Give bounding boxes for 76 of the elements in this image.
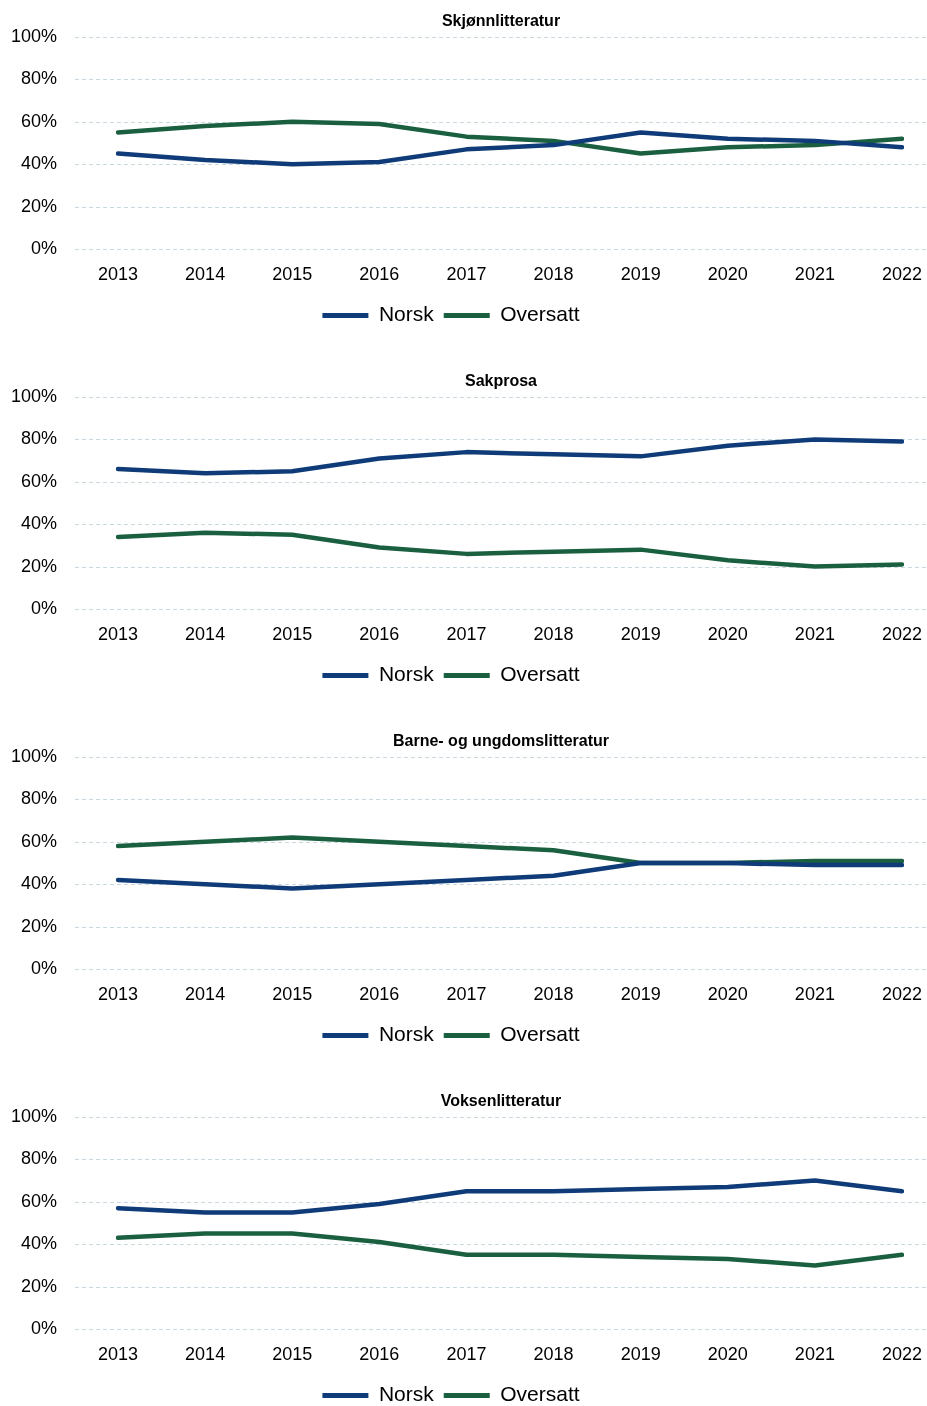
x-tick-label: 2022 bbox=[881, 623, 923, 644]
y-tick-label: 40% bbox=[20, 153, 57, 174]
x-tick-label: 2016 bbox=[359, 983, 400, 1004]
y-tick-label: 80% bbox=[20, 1148, 57, 1169]
y-tick-label: 60% bbox=[20, 1190, 57, 1211]
x-tick-label: 2015 bbox=[272, 1343, 313, 1364]
x-tick-label: 2020 bbox=[707, 983, 748, 1004]
x-tick-label: 2018 bbox=[533, 1343, 574, 1364]
x-tick-label: 2013 bbox=[97, 623, 139, 644]
x-tick-label: 2021 bbox=[794, 623, 835, 644]
y-tick-label: 100% bbox=[10, 745, 57, 766]
y-tick-label: 80% bbox=[20, 788, 57, 809]
x-tick-label: 2016 bbox=[359, 623, 400, 644]
x-tick-label: 2014 bbox=[185, 623, 226, 644]
x-tick-label: 2013 bbox=[97, 983, 139, 1004]
legend-label: Oversatt bbox=[500, 302, 580, 326]
legend-label: Norsk bbox=[378, 662, 435, 686]
x-tick-label: 2015 bbox=[272, 983, 313, 1004]
y-tick-label: 80% bbox=[20, 68, 57, 89]
x-tick-label: 2017 bbox=[446, 623, 487, 644]
x-tick-label: 2019 bbox=[620, 1343, 661, 1364]
x-tick-label: 2014 bbox=[185, 1343, 226, 1364]
y-tick-label: 20% bbox=[20, 1275, 57, 1296]
y-tick-label: 100% bbox=[10, 25, 57, 46]
x-tick-label: 2017 bbox=[446, 983, 487, 1004]
y-tick-label: 40% bbox=[20, 1233, 57, 1254]
y-tick-label: 0% bbox=[30, 1317, 57, 1338]
legend-label: Oversatt bbox=[500, 1022, 580, 1046]
x-tick-label: 2015 bbox=[272, 623, 313, 644]
y-tick-label: 80% bbox=[20, 428, 57, 449]
y-tick-label: 100% bbox=[10, 1105, 57, 1126]
chart-title: Barne- og ungdomslitteratur bbox=[392, 731, 610, 751]
x-tick-label: 2020 bbox=[707, 623, 748, 644]
y-tick-label: 60% bbox=[20, 110, 57, 131]
legend-label: Norsk bbox=[378, 1022, 435, 1046]
x-tick-label: 2016 bbox=[359, 263, 400, 284]
y-tick-label: 60% bbox=[20, 470, 57, 491]
y-tick-label: 20% bbox=[20, 555, 57, 576]
x-tick-label: 2017 bbox=[446, 1343, 487, 1364]
x-tick-label: 2018 bbox=[533, 983, 574, 1004]
chart-title: Skjønnlitteratur bbox=[440, 11, 562, 31]
chart-title: Voksenlitteratur bbox=[439, 1091, 563, 1111]
x-tick-label: 2013 bbox=[97, 1343, 139, 1364]
x-tick-label: 2019 bbox=[620, 983, 661, 1004]
x-tick-label: 2021 bbox=[794, 983, 835, 1004]
y-tick-label: 0% bbox=[30, 597, 57, 618]
x-tick-label: 2019 bbox=[620, 623, 661, 644]
y-tick-label: 100% bbox=[10, 385, 57, 406]
x-tick-label: 2018 bbox=[533, 623, 574, 644]
chart-title: Sakprosa bbox=[463, 371, 538, 391]
x-tick-label: 2018 bbox=[533, 263, 574, 284]
y-tick-label: 40% bbox=[20, 873, 57, 894]
y-tick-label: 20% bbox=[20, 915, 57, 936]
x-tick-label: 2020 bbox=[707, 1343, 748, 1364]
y-tick-label: 0% bbox=[30, 237, 57, 258]
x-tick-label: 2022 bbox=[881, 263, 923, 284]
legend-label: Oversatt bbox=[500, 1382, 580, 1406]
legend-label: Oversatt bbox=[500, 662, 580, 686]
legend-label: Norsk bbox=[378, 1382, 435, 1406]
x-tick-label: 2019 bbox=[620, 263, 661, 284]
legend-label: Norsk bbox=[378, 302, 435, 326]
x-tick-label: 2020 bbox=[707, 263, 748, 284]
x-tick-label: 2015 bbox=[272, 263, 313, 284]
x-tick-label: 2017 bbox=[446, 263, 487, 284]
x-tick-label: 2022 bbox=[881, 983, 923, 1004]
x-tick-label: 2013 bbox=[97, 263, 139, 284]
x-tick-label: 2014 bbox=[185, 263, 226, 284]
x-tick-label: 2016 bbox=[359, 1343, 400, 1364]
x-tick-label: 2021 bbox=[794, 263, 835, 284]
x-tick-label: 2014 bbox=[185, 983, 226, 1004]
y-tick-label: 0% bbox=[30, 957, 57, 978]
y-tick-label: 60% bbox=[20, 830, 57, 851]
x-tick-label: 2022 bbox=[881, 1343, 923, 1364]
x-tick-label: 2021 bbox=[794, 1343, 835, 1364]
y-tick-label: 20% bbox=[20, 195, 57, 216]
y-tick-label: 40% bbox=[20, 513, 57, 534]
